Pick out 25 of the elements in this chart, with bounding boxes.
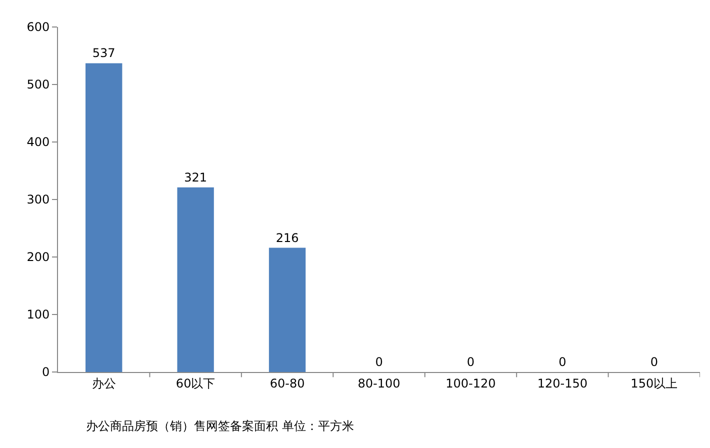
y-tick-label: 600 [26,20,50,34]
bar [86,63,122,372]
y-tick-label: 200 [26,250,50,264]
data-label: 0 [375,355,383,369]
y-tick-label: 300 [26,192,50,207]
y-tick-label: 0 [42,365,50,380]
x-tick-label: 120-150 [537,376,588,390]
x-tick-label: 60-80 [270,376,305,390]
x-tick-label: 150以上 [630,376,678,390]
data-label: 0 [650,355,658,369]
text: 办公商品房预（销）售网签备案面积 单位：平方米 [86,419,354,433]
data-label: 537 [92,46,116,60]
bar [177,187,214,372]
x-tick-label: 100-120 [446,376,496,390]
bar [268,248,306,372]
data-label: 0 [558,355,566,369]
y-tick-label: 500 [26,78,50,92]
data-label: 216 [276,230,299,245]
x-tick-label: 办公 [92,376,116,390]
data-label: 0 [466,355,475,369]
x-tick-label: 80-100 [358,376,400,390]
x-tick-label: 60以下 [176,376,216,390]
data-label: 321 [184,170,208,184]
y-tick-label: 100 [26,308,50,322]
y-tick-label: 400 [26,135,50,150]
